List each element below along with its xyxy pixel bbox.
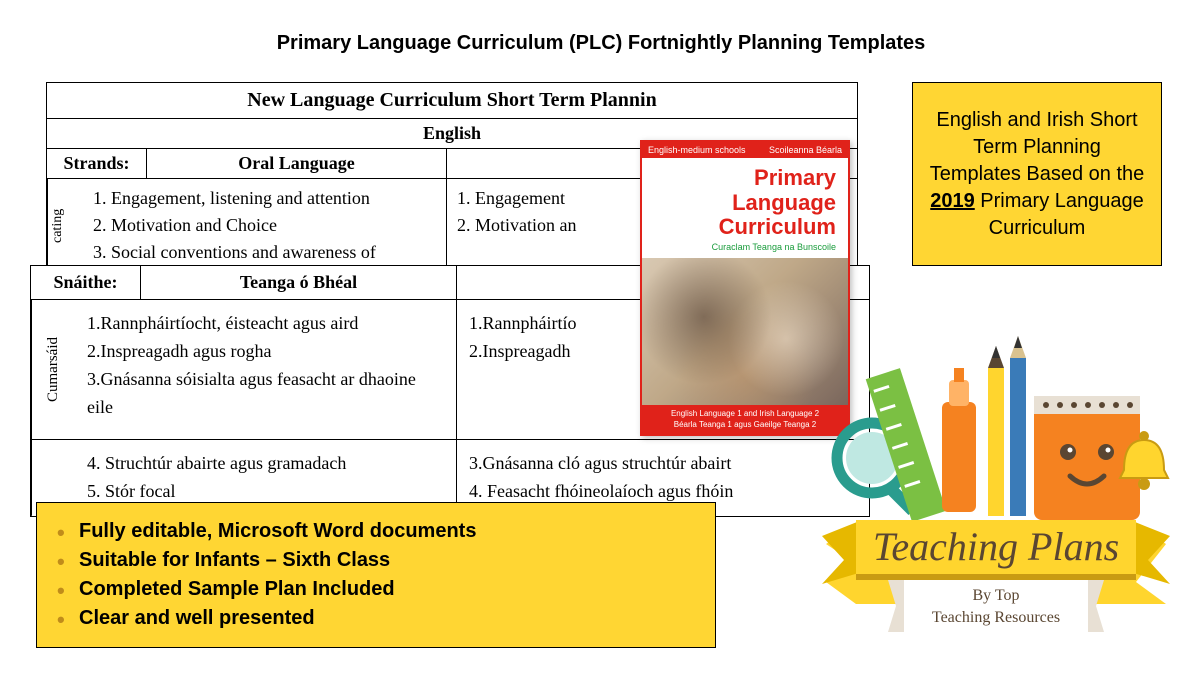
teaching-plans-logo: Teaching Plans By Top Teaching Resources bbox=[816, 324, 1176, 654]
book-top-left: English-medium schools bbox=[648, 145, 746, 155]
bottom-callout: Fully editable, Microsoft Word documents… bbox=[36, 502, 716, 648]
svg-text:Teaching Resources: Teaching Resources bbox=[932, 609, 1060, 626]
teanga-header: Teanga ó Bhéal bbox=[141, 266, 457, 299]
page-title: Primary Language Curriculum (PLC) Fortni… bbox=[0, 32, 1202, 55]
english-side-label: cating bbox=[47, 179, 83, 272]
right-callout: English and Irish Short Term Planning Te… bbox=[912, 82, 1162, 266]
book-top-right: Scoileanna Béarla bbox=[769, 145, 842, 155]
book-title: Primary Language Curriculum bbox=[642, 158, 848, 242]
book-bottom-line2: Béarla Teanga 1 agus Gaeilge Teanga 2 bbox=[646, 420, 844, 430]
book-subtitle: Curaclam Teanga na Bunscoile bbox=[642, 242, 848, 258]
svg-text:By Top: By Top bbox=[972, 587, 1019, 604]
feature-item: Clear and well presented bbox=[57, 604, 695, 633]
irish-side-label: Cumarsáid bbox=[31, 300, 75, 439]
right-callout-text2: Primary Language Curriculum bbox=[975, 190, 1144, 239]
oral-language-header: Oral Language bbox=[147, 149, 447, 179]
book-bottom-line1: English Language 1 and Irish Language 2 bbox=[646, 409, 844, 419]
english-table-title: New Language Curriculum Short Term Plann… bbox=[47, 83, 857, 119]
strands-header: Strands: bbox=[47, 149, 147, 179]
svg-text:Teaching Plans: Teaching Plans bbox=[873, 524, 1119, 569]
english-col1-body: 1. Engagement, listening and attention 2… bbox=[83, 179, 447, 272]
irish-row1-col1: 1.Rannpháirtíocht, éisteacht agus aird 2… bbox=[75, 300, 457, 439]
right-callout-text1: English and Irish Short Term Planning Te… bbox=[930, 109, 1145, 185]
right-callout-year: 2019 bbox=[930, 190, 975, 212]
snaithe-header: Snáithe: bbox=[31, 266, 141, 299]
book-top-bar: English-medium schools Scoileanna Béarla bbox=[642, 142, 848, 158]
feature-item: Suitable for Infants – Sixth Class bbox=[57, 546, 695, 575]
feature-item: Fully editable, Microsoft Word documents bbox=[57, 517, 695, 546]
feature-item: Completed Sample Plan Included bbox=[57, 575, 695, 604]
